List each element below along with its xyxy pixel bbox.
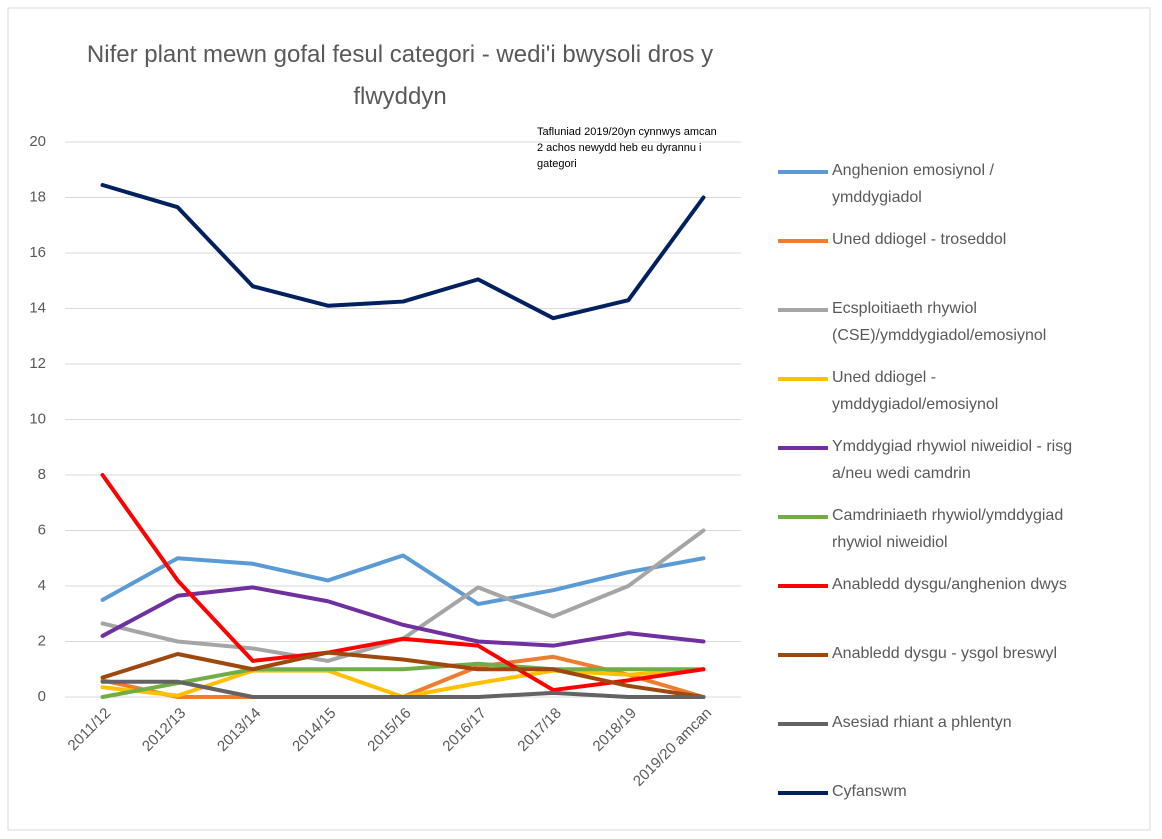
y-tick-label: 20 [29, 133, 46, 150]
legend-label: Ecsploitiaeth rhywiol (CSE)/ymddygiadol/… [832, 300, 1047, 344]
series-line [100, 679, 706, 699]
legend-item: Asesiad rhiant a phlentyn [778, 712, 1012, 736]
legend-label: Cyfanswm [832, 783, 907, 800]
legend-item: Anabledd dysgu - ysgol breswyl [778, 643, 1057, 667]
legend-label: Anghenion emosiynol / ymddygiadol [832, 162, 994, 206]
legend-swatch [778, 446, 828, 450]
legend-label: Uned ddiogel - troseddol [832, 231, 1007, 248]
legend-item: Anghenion emosiynol / ymddygiadol [778, 160, 994, 211]
legend-label: Ymddygiad rhywiol niweidiol - risg a/neu… [832, 438, 1073, 482]
legend-swatch [778, 239, 828, 243]
y-tick-label: 0 [38, 688, 46, 705]
series-line [100, 661, 706, 699]
y-tick-label: 2 [38, 632, 46, 649]
legend-swatch [778, 170, 828, 174]
legend-item: Ymddygiad rhywiol niweidiol - risg a/neu… [778, 436, 1072, 487]
legend-swatch [778, 584, 828, 588]
y-tick-label: 12 [29, 355, 46, 372]
y-tick-label: 6 [38, 521, 46, 538]
series-line [100, 473, 706, 693]
legend-swatch [778, 308, 828, 312]
series-line [100, 553, 706, 607]
series-line [100, 183, 706, 321]
legend-swatch [778, 377, 828, 381]
series-line [100, 585, 706, 648]
y-tick-label: 18 [29, 188, 46, 205]
legend-swatch [778, 722, 828, 726]
legend-label: Anabledd dysgu/anghenion dwys [832, 576, 1067, 593]
legend-label: Asesiad rhiant a phlentyn [832, 714, 1012, 731]
legend-label: Anabledd dysgu - ysgol breswyl [832, 645, 1058, 662]
legend-item: Cyfanswm [778, 781, 907, 805]
legend-swatch [778, 515, 828, 519]
y-tick-label: 14 [29, 299, 46, 316]
legend-item: Camdriniaeth rhywiol/ymddygiad rhywiol n… [778, 505, 1063, 556]
y-tick-label: 10 [29, 410, 46, 427]
y-tick-label: 8 [38, 466, 46, 483]
legend-item: Uned ddiogel - troseddol [778, 229, 1006, 253]
legend-swatch [778, 791, 828, 795]
legend-item: Ecsploitiaeth rhywiol (CSE)/ymddygiadol/… [778, 298, 1046, 349]
legend-item: Anabledd dysgu/anghenion dwys [778, 574, 1067, 598]
annotation: Tafluniad 2019/20yn cynnwys amcan 2 acho… [537, 126, 717, 170]
y-tick-label: 4 [38, 577, 46, 594]
series-line [100, 650, 706, 699]
chart-title: Nifer plant mewn gofal fesul categori - … [86, 41, 714, 110]
legend-label: Camdriniaeth rhywiol/ymddygiad rhywiol n… [832, 507, 1064, 551]
legend-swatch [778, 653, 828, 657]
legend-label: Uned ddiogel - ymddygiadol/emosiynol [832, 369, 999, 413]
y-tick-label: 16 [29, 244, 46, 261]
legend-item: Uned ddiogel - ymddygiadol/emosiynol [778, 367, 998, 418]
